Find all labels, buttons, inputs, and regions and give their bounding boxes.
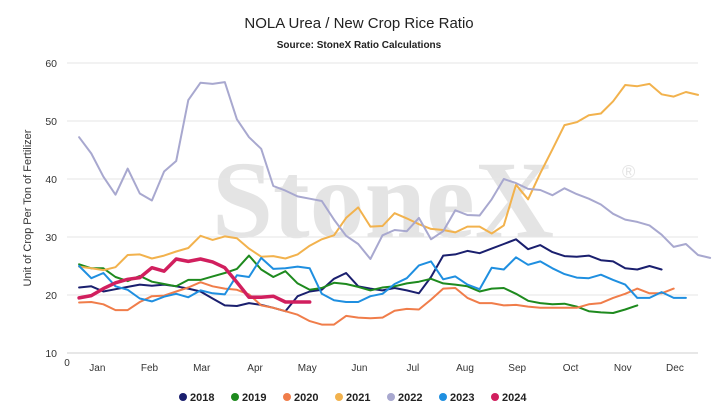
y-axis-label: Unit of Crop Per Ton of Fertilizer (22, 129, 34, 286)
y-tick-label: 30 (45, 232, 57, 244)
series-line-2024 (77, 257, 312, 304)
x-tick-mar: Mar (193, 363, 211, 374)
legend-marker (491, 393, 499, 401)
x-tick-feb: Feb (141, 363, 159, 374)
x-tick-nov: Nov (614, 363, 632, 374)
y-tick-label: 20 (45, 290, 57, 302)
legend-label: 2022 (398, 392, 422, 404)
watermark-registered-mark: ® (622, 162, 635, 182)
legend-item-2023[interactable]: 2023 (439, 392, 474, 404)
y-tick-label: 10 (45, 348, 57, 360)
legend-item-2024[interactable]: 2024 (491, 392, 527, 404)
legend-item-2019[interactable]: 2019 (231, 392, 266, 404)
series-line-2021 (78, 82, 699, 272)
chart-subtitle: Source: StoneX Ratio Calculations (277, 40, 442, 51)
legend-label: 2021 (346, 392, 370, 404)
x-tick-may: May (298, 363, 317, 374)
y-axis-ticks: 10 20 30 40 50 60 (45, 58, 57, 360)
x-tick-sep: Sep (508, 363, 526, 374)
legend-marker (179, 393, 187, 401)
legend-label: 2018 (190, 392, 214, 404)
legend-marker (439, 393, 447, 401)
legend-item-2018[interactable]: 2018 (179, 392, 214, 404)
series-lines (77, 81, 712, 326)
watermark: StoneX (212, 139, 554, 261)
legend-item-2020[interactable]: 2020 (283, 392, 318, 404)
y-tick-label: 40 (45, 174, 57, 186)
legend-item-2021[interactable]: 2021 (335, 392, 370, 404)
series-line-2023 (78, 256, 687, 303)
x-axis-ticks: 0 Jan Feb Mar Apr May Jun Jul Aug Sep Oct Nov Dec (64, 358, 684, 374)
legend-marker (387, 393, 395, 401)
legend-item-2022[interactable]: 2022 (387, 392, 422, 404)
x-tick-jan: Jan (89, 363, 105, 374)
legend-label: 2024 (502, 392, 527, 404)
legend-label: 2023 (450, 392, 474, 404)
legend-marker (335, 393, 343, 401)
legend-label: 2019 (242, 392, 266, 404)
legend: 2018 2019 2020 2021 2022 2023 2024 (179, 392, 527, 404)
y-tick-label: 50 (45, 116, 57, 128)
y-tick-label: 60 (45, 58, 57, 70)
legend-marker (283, 393, 291, 401)
legend-label: 2020 (294, 392, 318, 404)
series-line-2019 (78, 254, 639, 314)
x-tick-apr: Apr (247, 363, 263, 374)
series-line-2022 (78, 81, 712, 260)
chart-title: NOLA Urea / New Crop Rice Ratio (244, 15, 473, 32)
x-tick-jun: Jun (351, 363, 367, 374)
x-tick-aug: Aug (456, 363, 474, 374)
gridlines (67, 62, 698, 354)
legend-marker (231, 393, 239, 401)
x-origin-label: 0 (64, 358, 70, 369)
x-tick-jul: Jul (406, 363, 419, 374)
series-line-2020 (78, 281, 675, 326)
x-tick-oct: Oct (563, 363, 579, 374)
x-tick-dec: Dec (666, 363, 684, 374)
